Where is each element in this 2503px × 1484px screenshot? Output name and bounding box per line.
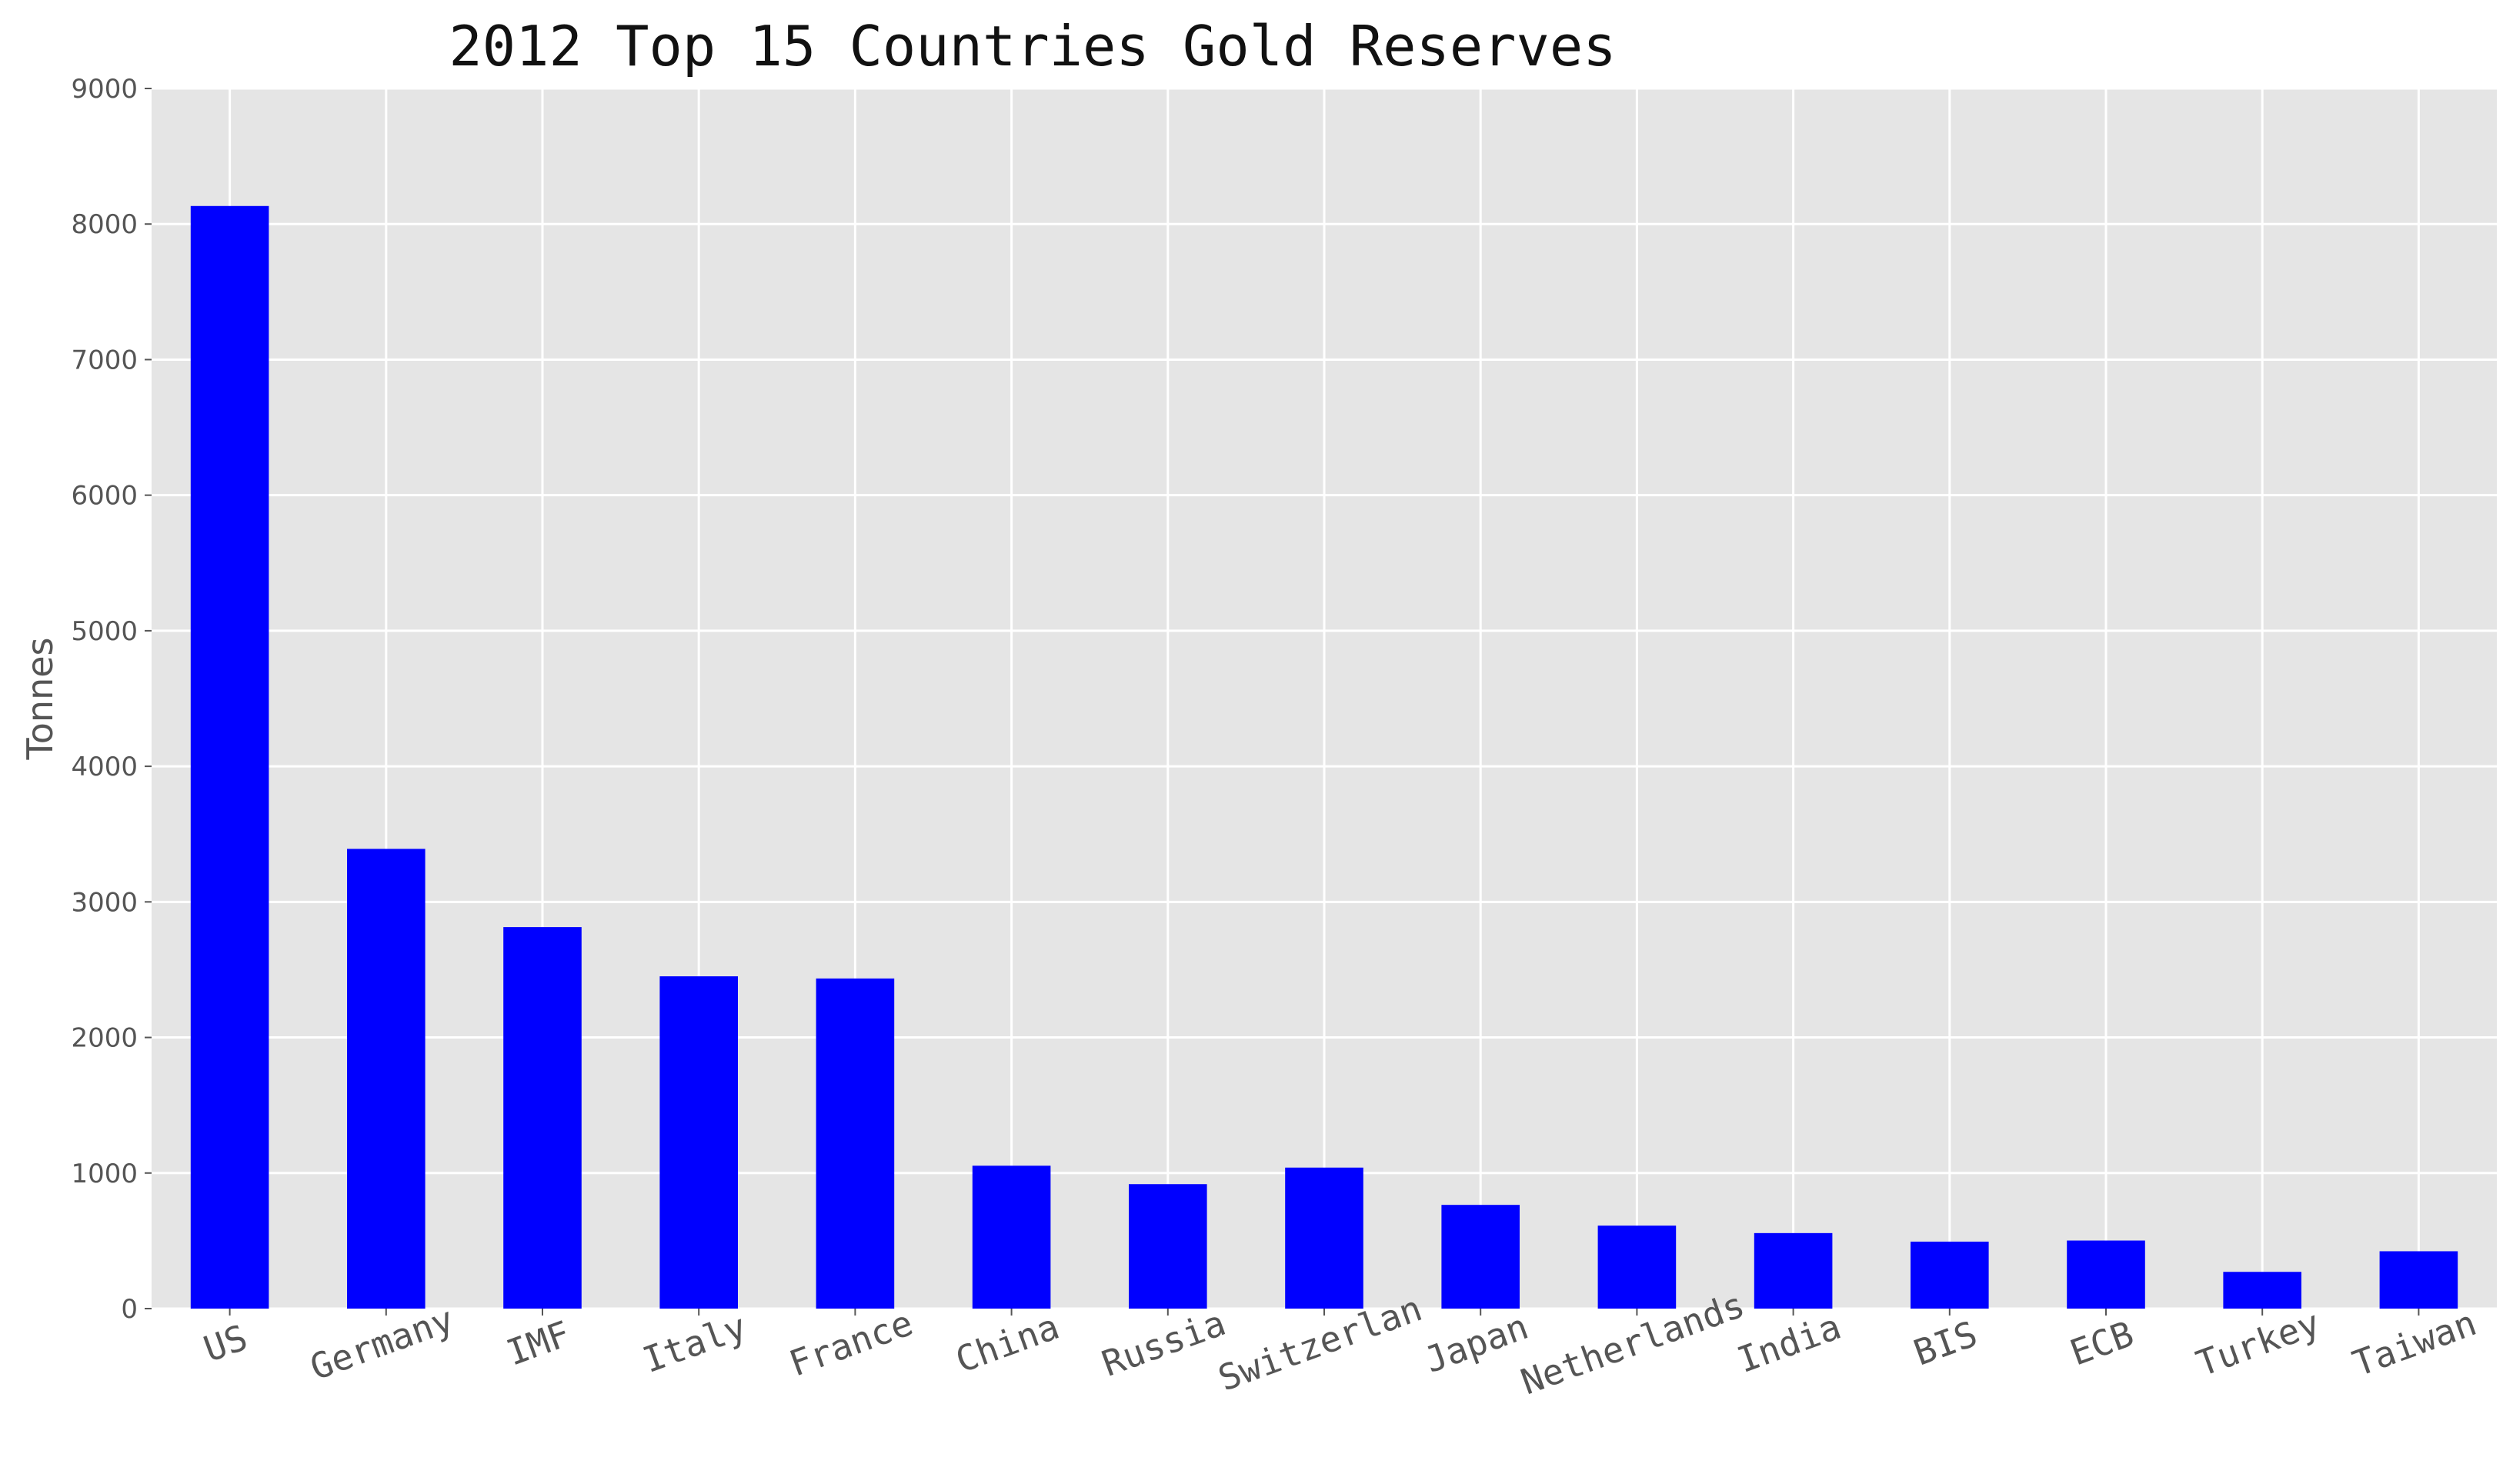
x-tick-label: Italy	[637, 1306, 752, 1381]
bar-italy	[659, 976, 738, 1309]
x-tick-label: ECB	[2064, 1312, 2139, 1373]
x-tick-label: Turkey	[2191, 1302, 2325, 1385]
y-tick-label: 2000	[71, 1023, 138, 1054]
y-tick-label: 6000	[71, 481, 138, 512]
bar-russia	[1129, 1184, 1207, 1309]
y-axis: 0 1000 2000 3000 4000 5000 6000 7000 8000 9000	[71, 74, 152, 1325]
y-axis-label: Tonnes	[19, 637, 61, 760]
bar-taiwan	[2379, 1251, 2458, 1309]
bar-china	[972, 1166, 1051, 1309]
x-tick-label: France	[784, 1302, 919, 1385]
y-tick-label: 1000	[71, 1159, 138, 1189]
bar-bis	[1911, 1241, 1989, 1309]
chart-title: 2012 Top 15 Countries Gold Reserves	[449, 14, 1616, 78]
y-tick-label: 9000	[71, 74, 138, 105]
bar-germany	[347, 849, 426, 1309]
x-tick-label: Germany	[305, 1298, 459, 1388]
x-tick-label: India	[1732, 1306, 1847, 1381]
bar-france	[816, 978, 895, 1309]
x-tick-label: Japan	[1419, 1306, 1534, 1381]
bar-japan	[1441, 1205, 1520, 1309]
x-tick-label: IMF	[501, 1312, 576, 1373]
bar-india	[1754, 1232, 1833, 1309]
y-tick-label: 7000	[71, 345, 138, 375]
x-tick-label: Taiwan	[2348, 1302, 2482, 1385]
y-tick-label: 0	[121, 1294, 138, 1325]
y-tick-label: 4000	[71, 752, 138, 782]
bar-netherlands	[1597, 1226, 1677, 1309]
bar-imf	[503, 927, 582, 1309]
bar-us	[190, 205, 269, 1309]
x-tick-label: BIS	[1908, 1312, 1983, 1373]
x-tick-label: China	[950, 1306, 1065, 1381]
bar-turkey	[2223, 1272, 2301, 1309]
y-tick-label: 5000	[71, 616, 138, 647]
x-tick-label: Russia	[1096, 1302, 1231, 1385]
bar-switzerlan	[1285, 1167, 1363, 1309]
x-tick-label: US	[199, 1316, 253, 1370]
y-tick-label: 3000	[71, 887, 138, 918]
bar-ecb	[2067, 1240, 2145, 1309]
y-tick-label: 8000	[71, 209, 138, 240]
bars	[190, 205, 2458, 1309]
